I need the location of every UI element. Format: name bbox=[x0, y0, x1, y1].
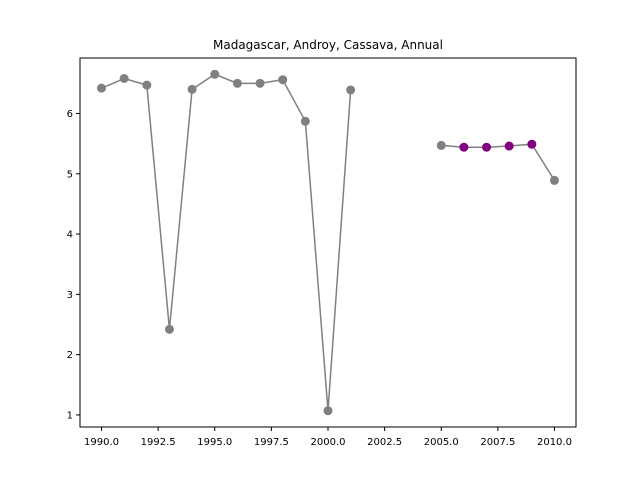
y-tick-label: 3 bbox=[67, 290, 73, 301]
data-point-2009 bbox=[527, 139, 537, 149]
y-tick-label: 4 bbox=[67, 230, 73, 241]
data-point-1996 bbox=[232, 78, 242, 88]
data-point-1998 bbox=[278, 75, 288, 85]
x-tick-label: 2000.0 bbox=[311, 437, 346, 448]
data-point-2010 bbox=[549, 175, 559, 185]
x-axis: 1990.0 1992.5 1995.0 1997.5 2000.0 2002.5 2005… bbox=[84, 427, 572, 448]
y-tick-label: 2 bbox=[67, 350, 73, 361]
y-tick-label: 1 bbox=[67, 410, 73, 421]
y-axis: 1 2 3 4 5 6 bbox=[67, 109, 80, 421]
x-tick-label: 2007.5 bbox=[480, 437, 515, 448]
x-tick-label: 1995.0 bbox=[197, 437, 232, 448]
data-point-2008 bbox=[504, 141, 514, 151]
x-tick-label: 2005.0 bbox=[424, 437, 459, 448]
data-point-2007 bbox=[482, 142, 492, 152]
x-tick-label: 1992.5 bbox=[141, 437, 176, 448]
data-point-2005 bbox=[436, 140, 446, 150]
data-point-2006 bbox=[459, 142, 469, 152]
data-point-1991 bbox=[119, 74, 129, 83]
data-point-2001 bbox=[346, 85, 356, 95]
data-point-1994 bbox=[187, 84, 197, 94]
x-tick-label: 2002.5 bbox=[367, 437, 402, 448]
data-point-1993 bbox=[164, 324, 174, 334]
y-tick-label: 6 bbox=[67, 109, 73, 120]
data-point-1995 bbox=[210, 69, 220, 79]
plot-markers bbox=[97, 69, 559, 416]
y-tick-label: 5 bbox=[67, 169, 73, 180]
chart-title: Madagascar, Androy, Cassava, Annual bbox=[213, 38, 443, 52]
data-point-2000 bbox=[323, 406, 333, 416]
data-point-1997 bbox=[255, 78, 265, 88]
data-point-1992 bbox=[142, 80, 152, 90]
data-point-1990 bbox=[97, 83, 107, 93]
data-point-1999 bbox=[300, 116, 310, 126]
x-tick-label: 2010.0 bbox=[537, 437, 572, 448]
x-tick-label: 1990.0 bbox=[84, 437, 119, 448]
x-tick-label: 1997.5 bbox=[254, 437, 289, 448]
